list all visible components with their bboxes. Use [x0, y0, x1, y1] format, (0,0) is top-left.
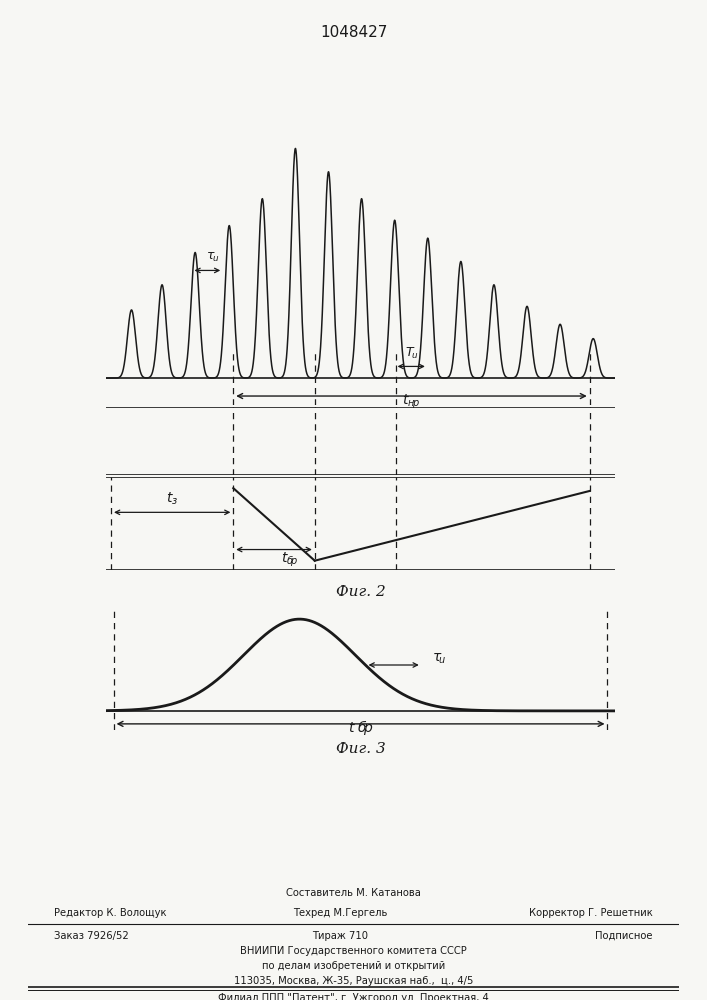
Text: $t_{\mathit{з}}$: $t_{\mathit{з}}$ [166, 491, 178, 507]
Text: Подписное: Подписное [595, 931, 653, 941]
Text: Филиал ППП "Патент", г. Ужгород ул. Проектная, 4: Филиал ППП "Патент", г. Ужгород ул. Прое… [218, 993, 489, 1000]
Text: Корректор Г. Решетник: Корректор Г. Решетник [529, 908, 653, 918]
Text: Техред М.Гергель: Техред М.Гергель [293, 908, 387, 918]
Text: $t_{\mathit{\,\!н\!р}}$: $t_{\mathit{\,\!н\!р}}$ [402, 393, 421, 411]
Text: Составитель М. Катанова: Составитель М. Катанова [286, 888, 421, 898]
Text: Заказ 7926/52: Заказ 7926/52 [54, 931, 129, 941]
Text: $t_{\mathit{б\!р}}$: $t_{\mathit{б\!р}}$ [281, 551, 298, 569]
Text: Редактор К. Волощук: Редактор К. Волощук [54, 908, 167, 918]
Text: $t\;\mathit{б\!р}$: $t\;\mathit{б\!р}$ [348, 718, 373, 737]
Text: 1048427: 1048427 [320, 25, 387, 40]
Text: ВНИИПИ Государственного комитета СССР: ВНИИПИ Государственного комитета СССР [240, 946, 467, 956]
Text: 113035, Москва, Ж-35, Раушская наб.,  ц., 4/5: 113035, Москва, Ж-35, Раушская наб., ц.,… [234, 976, 473, 986]
Text: Фиг. 3: Фиг. 3 [336, 742, 385, 756]
Text: по делам изобретений и открытий: по делам изобретений и открытий [262, 961, 445, 971]
Text: $\tau_{\!\mathit{u}}$: $\tau_{\!\mathit{u}}$ [206, 251, 219, 264]
Text: Тираж 710: Тираж 710 [312, 931, 368, 941]
Text: $T_{\!\mathit{u}}$: $T_{\!\mathit{u}}$ [404, 346, 418, 361]
Text: Фиг. 2: Фиг. 2 [336, 585, 385, 599]
Text: $\tau_{\!\mathit{u}}$: $\tau_{\!\mathit{u}}$ [432, 651, 446, 666]
